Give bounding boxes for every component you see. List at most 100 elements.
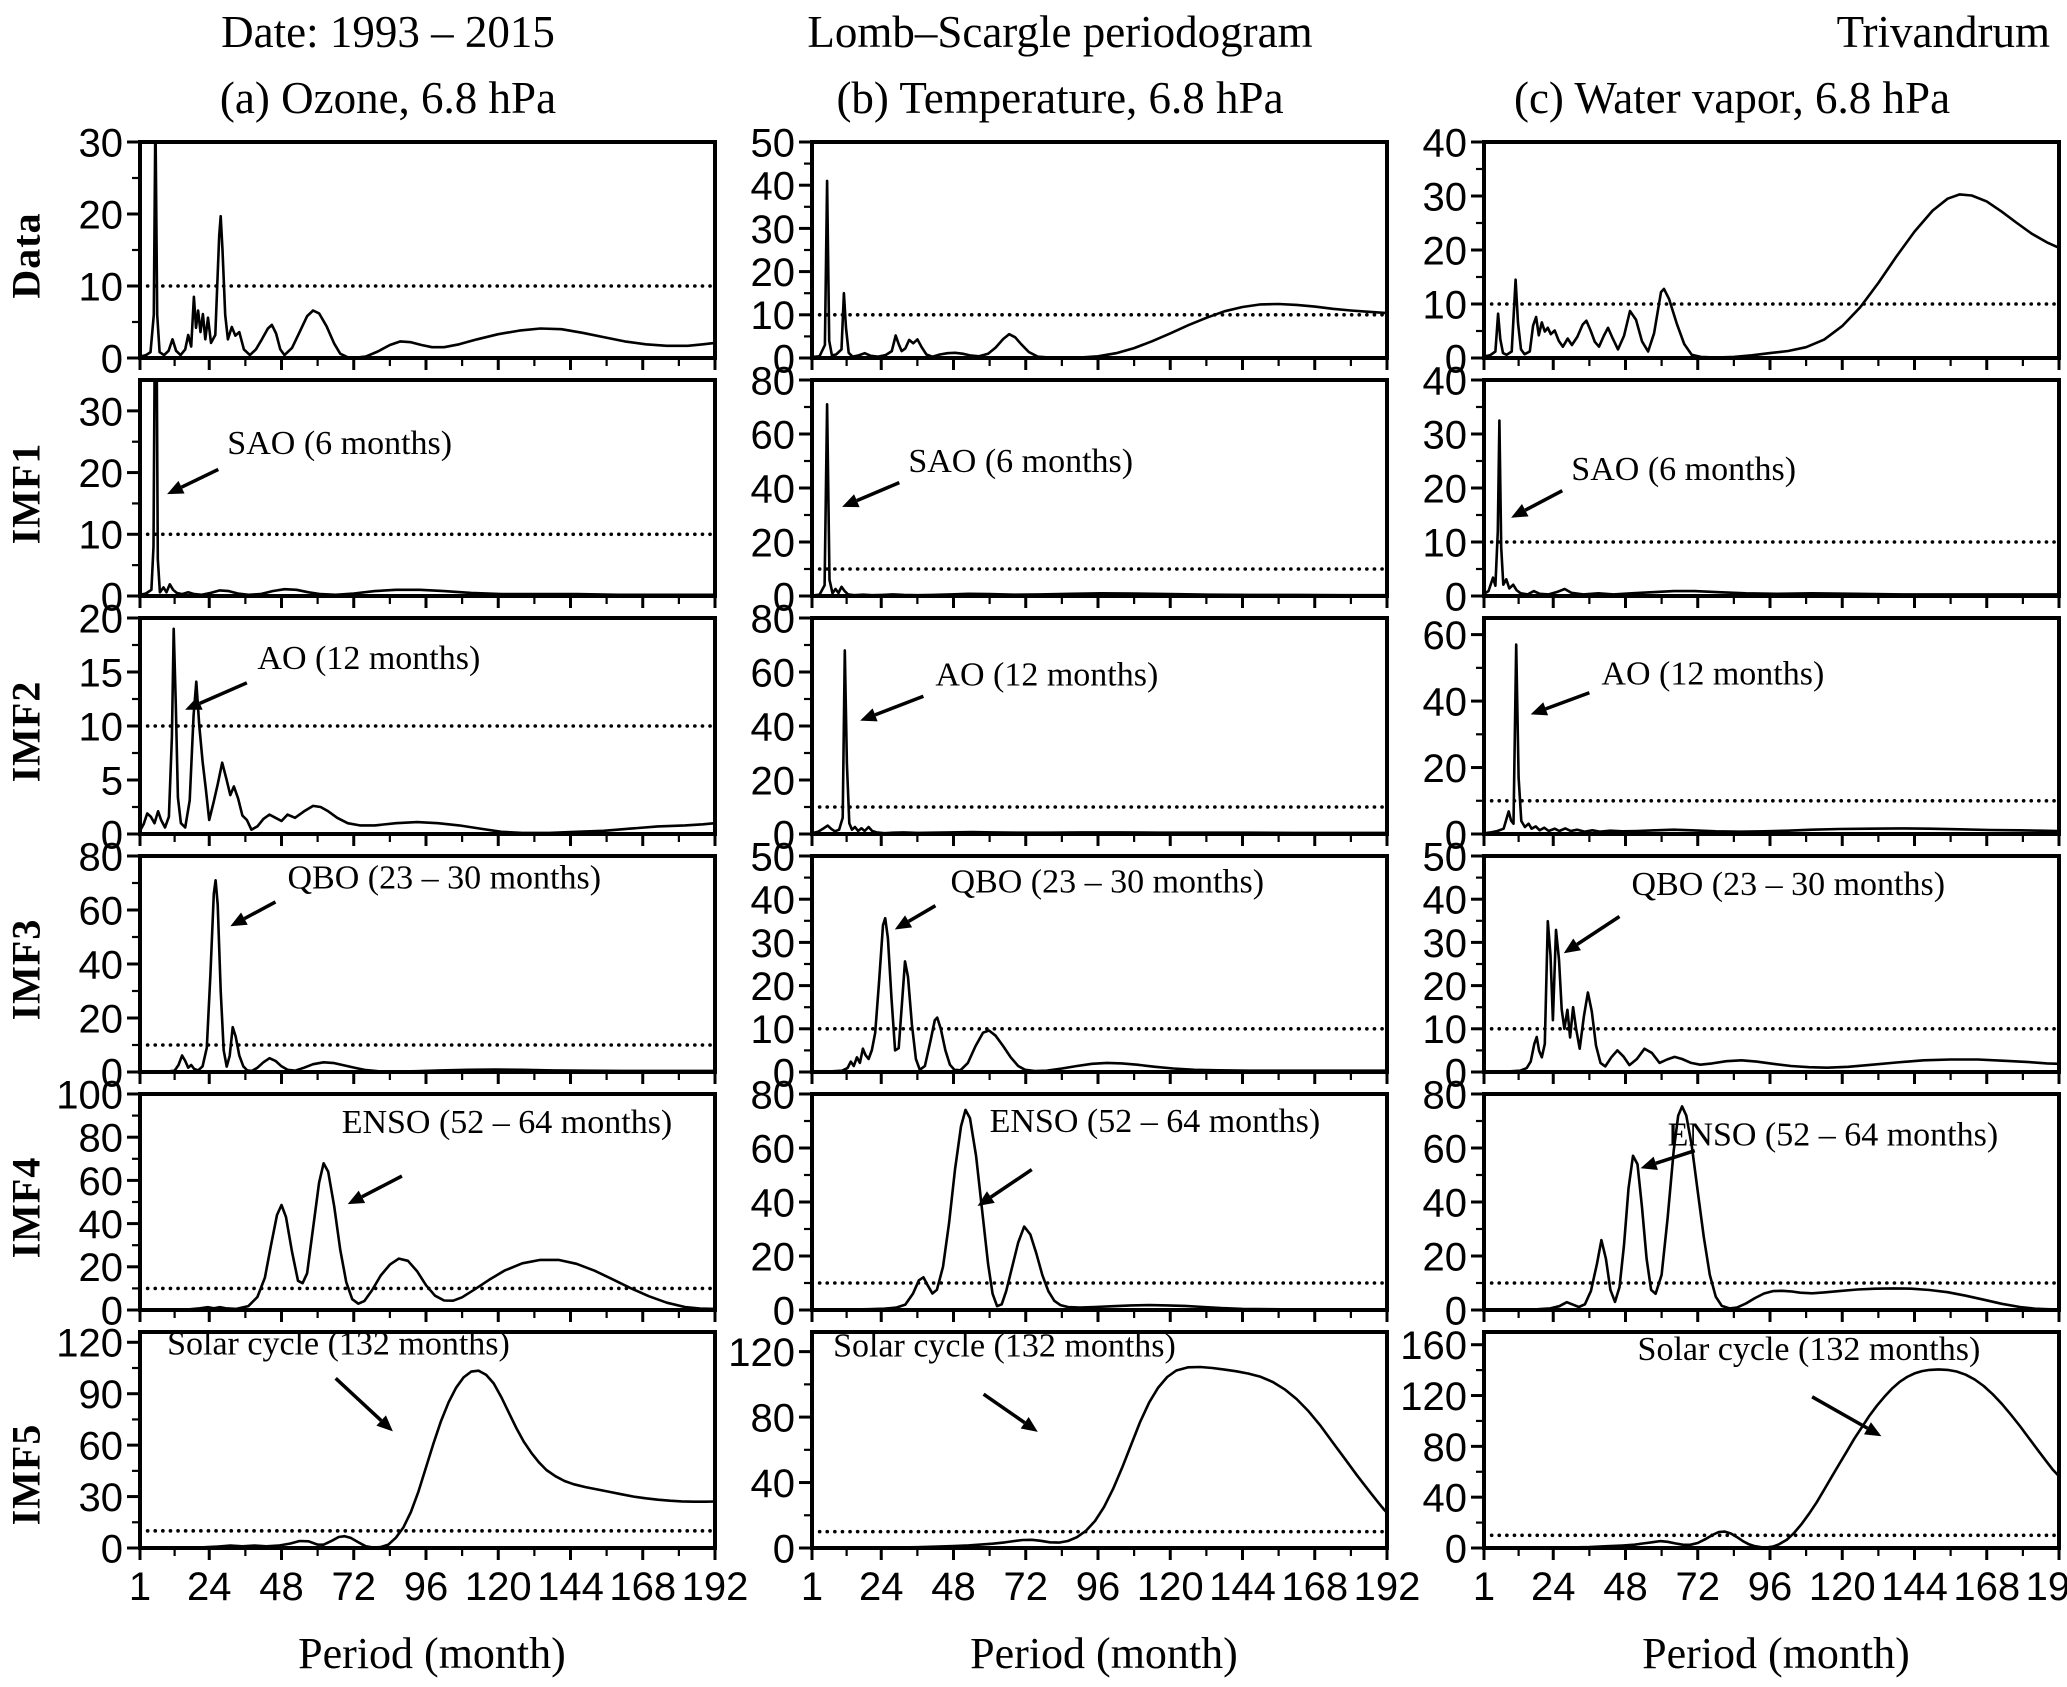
panel-a-imf4: 0 20 40 60 80 100 ENSO (52 – 64 months)	[52, 1073, 724, 1333]
panel-a-imf1: 0 10 20 30 SAO (6 months)	[52, 374, 724, 619]
svg-text:0: 0	[773, 575, 795, 619]
svg-text:20: 20	[79, 597, 124, 641]
svg-text:Solar cycle (132 months): Solar cycle (132 months)	[833, 1328, 1176, 1365]
svg-text:0: 0	[1445, 1527, 1467, 1571]
svg-text:10: 10	[751, 294, 796, 338]
svg-text:20: 20	[751, 759, 796, 803]
periodogram-plot-a-data: 0 10 20 30	[79, 121, 717, 381]
svg-text:30: 30	[79, 1476, 124, 1520]
panel-b-imf5: 0 40 80 120 1 24 48 72 96 120 144 168 192 Solar cycle…	[724, 1326, 1420, 1622]
periodogram-plot-c-imf5: 04080120160124487296120144168192Solar cy…	[1400, 1324, 2067, 1609]
svg-text:20: 20	[1423, 229, 1468, 273]
svg-text:30: 30	[1423, 413, 1468, 457]
svg-text:ENSO (52 – 64 months): ENSO (52 – 64 months)	[990, 1103, 1321, 1140]
panel-a-imf2: 0 5 10 15 20 AO (12 months)	[52, 597, 724, 857]
svg-text:168: 168	[609, 1565, 676, 1609]
x-axis-title-a: Period (month)	[298, 1629, 566, 1678]
svg-text:1: 1	[1473, 1565, 1495, 1609]
panel-c-imf3: 0 10 20 30 40 50 QBO (23 – 30 months)	[1396, 835, 2067, 1095]
panel-a-data: 0 10 20 30	[52, 121, 724, 381]
svg-text:40: 40	[1423, 1181, 1468, 1225]
row-imf3: IMF3 0 20 40 60 80 QBO (23 – 30 months) 0 10 20…	[0, 835, 2067, 1095]
svg-text:30: 30	[751, 922, 796, 966]
svg-text:AO (12 months): AO (12 months)	[935, 657, 1158, 694]
svg-text:0: 0	[1445, 337, 1467, 381]
panel-b-imf3: 0 10 20 30 40 50 QBO (23 – 30 months)	[724, 835, 1396, 1095]
svg-text:40: 40	[1423, 359, 1468, 403]
svg-text:0: 0	[101, 813, 123, 857]
svg-text:60: 60	[79, 1160, 124, 1204]
x-axis-titles: Period (month) Period (month) Period (mo…	[0, 1622, 2067, 1687]
svg-text:60: 60	[79, 1425, 124, 1469]
svg-text:20: 20	[79, 1246, 124, 1290]
svg-text:60: 60	[751, 413, 796, 457]
svg-text:0: 0	[101, 1289, 123, 1333]
x-axis-title-b: Period (month)	[970, 1629, 1238, 1678]
svg-text:168: 168	[1953, 1565, 2020, 1609]
periodogram-plot-c-data: 0 10 20 30 40	[1423, 121, 2061, 381]
svg-text:20: 20	[1423, 965, 1468, 1009]
svg-text:40: 40	[79, 943, 124, 987]
svg-text:0: 0	[101, 575, 123, 619]
svg-text:1: 1	[129, 1565, 151, 1609]
svg-text:24: 24	[187, 1565, 232, 1609]
periodogram-plot-c-imf4: 0 20 40 60 80 ENSO (52 – 64 months)	[1423, 1073, 2061, 1333]
svg-text:20: 20	[751, 965, 796, 1009]
svg-text:40: 40	[751, 467, 796, 511]
svg-text:0: 0	[101, 1527, 123, 1571]
row-label-imf1: IMF1	[3, 442, 49, 544]
svg-text:48: 48	[931, 1565, 976, 1609]
svg-text:120: 120	[728, 1331, 795, 1375]
svg-text:24: 24	[1531, 1565, 1576, 1609]
header-spacer	[0, 0, 52, 58]
svg-text:60: 60	[751, 651, 796, 695]
svg-text:15: 15	[79, 651, 124, 695]
panel-c-data: 0 10 20 30 40	[1396, 121, 2067, 381]
svg-text:30: 30	[1423, 175, 1468, 219]
periodogram-plot-a-imf3: 0 20 40 60 80 QBO (23 – 30 months)	[79, 835, 717, 1095]
svg-text:AO (12 months): AO (12 months)	[257, 640, 480, 677]
svg-text:144: 144	[537, 1565, 604, 1609]
svg-text:96: 96	[1076, 1565, 1121, 1609]
svg-text:20: 20	[79, 997, 124, 1041]
svg-text:0: 0	[773, 337, 795, 381]
svg-text:30: 30	[79, 390, 124, 434]
svg-text:ENSO (52 – 64 months): ENSO (52 – 64 months)	[342, 1104, 673, 1141]
periodogram-plot-b-imf1: 0 20 40 60 80 SAO (6 months)	[751, 359, 1389, 619]
svg-text:96: 96	[404, 1565, 449, 1609]
svg-text:0: 0	[101, 1051, 123, 1095]
svg-text:192: 192	[2026, 1565, 2067, 1609]
periodogram-plot-c-imf2: 0 20 40 60 AO (12 months)	[1423, 614, 2061, 857]
svg-text:60: 60	[1423, 614, 1468, 658]
svg-text:50: 50	[751, 835, 796, 879]
row-label-imf4: IMF4	[3, 1156, 49, 1258]
svg-text:SAO (6 months): SAO (6 months)	[227, 425, 452, 462]
svg-text:20: 20	[751, 251, 796, 295]
svg-text:40: 40	[751, 1181, 796, 1225]
column-title-c: (c) Water vapor, 6.8 hPa	[1513, 73, 1951, 123]
row-imf4: IMF4 0 20 40 60 80 100 ENSO (52 – 64 months) 0…	[0, 1073, 2067, 1333]
row-data: Data 0 10 20 30 0 10 20 30 40 50 0 10 20 30 40	[0, 121, 2067, 381]
svg-text:0: 0	[773, 1289, 795, 1333]
svg-text:192: 192	[1354, 1565, 1421, 1609]
svg-text:QBO (23 – 30 months): QBO (23 – 30 months)	[288, 859, 602, 896]
row-imf2: IMF2 0 5 10 15 20 AO (12 months) 0 20 40 60 80 AO …	[0, 597, 2067, 857]
svg-text:0: 0	[773, 813, 795, 857]
svg-text:80: 80	[79, 1117, 124, 1161]
svg-text:40: 40	[1423, 680, 1468, 724]
svg-text:72: 72	[1003, 1565, 1047, 1609]
panel-b-imf4: 0 20 40 60 80 ENSO (52 – 64 months)	[724, 1073, 1396, 1333]
panel-c-imf2: 0 20 40 60 AO (12 months)	[1396, 612, 2067, 857]
svg-text:60: 60	[1423, 1127, 1468, 1171]
row-imf1: IMF1 0 10 20 30 SAO (6 months) 0 20 40 60 80 SAO …	[0, 359, 2067, 619]
row-label-imf3: IMF3	[3, 918, 49, 1020]
svg-text:10: 10	[79, 705, 124, 749]
svg-text:SAO (6 months): SAO (6 months)	[1571, 451, 1796, 488]
svg-text:30: 30	[79, 121, 124, 165]
svg-text:80: 80	[751, 359, 796, 403]
